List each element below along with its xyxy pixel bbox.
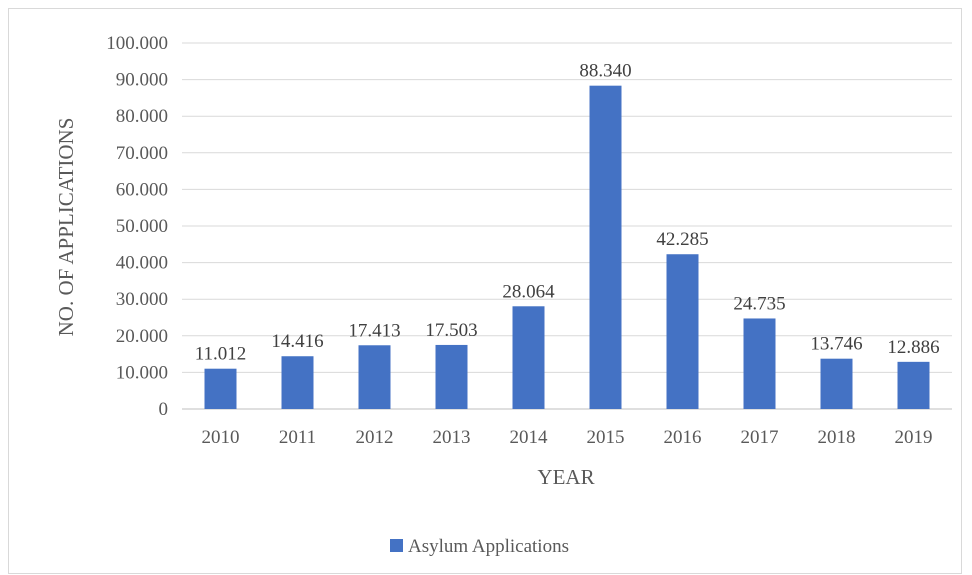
bar [358,345,391,409]
bar [204,368,237,409]
y-tick-label: 20.000 [116,326,168,347]
y-axis-tick-labels: 0 10.000 20.000 30.000 40.000 50.000 60.000 70.… [106,33,168,420]
data-label: 28.064 [502,281,555,302]
y-tick-label: 100.000 [106,33,168,54]
x-tick-label: 2010 [202,427,240,448]
x-tick-label: 2012 [356,427,394,448]
data-label: 14.416 [271,331,323,352]
bars [204,85,930,409]
legend-swatch [390,539,403,552]
y-axis-title: NO. OF APPLICATIONS [54,118,78,337]
data-label: 12.886 [887,337,939,358]
y-tick-label: 60.000 [116,179,168,200]
x-tick-label: 2016 [664,427,702,448]
data-label: 88.340 [579,61,631,82]
x-tick-label: 2011 [279,427,316,448]
y-tick-label: 70.000 [116,143,168,164]
data-label: 42.285 [656,229,708,250]
legend: Asylum Applications [390,536,569,557]
chart-frame [8,8,962,574]
x-tick-label: 2015 [587,427,625,448]
x-tick-label: 2017 [741,427,779,448]
bar [666,254,699,409]
bar [435,344,468,409]
data-label: 11.012 [195,344,247,365]
x-tick-label: 2013 [433,427,471,448]
x-axis-tick-labels: 2010 2011 2012 2013 2014 2015 2016 2017 2018 2019 [202,427,933,448]
data-label: 17.503 [425,320,477,341]
bar [512,306,545,409]
y-tick-label: 40.000 [116,253,168,274]
data-labels: 11.012 14.416 17.413 17.503 28.064 88.340 42.2… [195,61,940,365]
y-tick-label: 10.000 [116,362,168,383]
y-tick-label: 30.000 [116,289,168,310]
legend-label: Asylum Applications [408,536,569,557]
bar [820,358,853,409]
y-tick-label: 50.000 [116,216,168,237]
y-tick-label: 90.000 [116,70,168,91]
bar [897,361,930,409]
data-label: 24.735 [733,293,785,314]
x-axis-title: YEAR [537,465,594,489]
bar [743,318,776,409]
bar [589,85,622,409]
bar [281,356,314,409]
y-tick-label: 0 [159,399,169,420]
x-tick-label: 2018 [818,427,856,448]
x-tick-label: 2014 [510,427,549,448]
data-label: 13.746 [810,334,862,355]
data-label: 17.413 [348,320,400,341]
y-tick-label: 80.000 [116,106,168,127]
x-tick-label: 2019 [895,427,933,448]
